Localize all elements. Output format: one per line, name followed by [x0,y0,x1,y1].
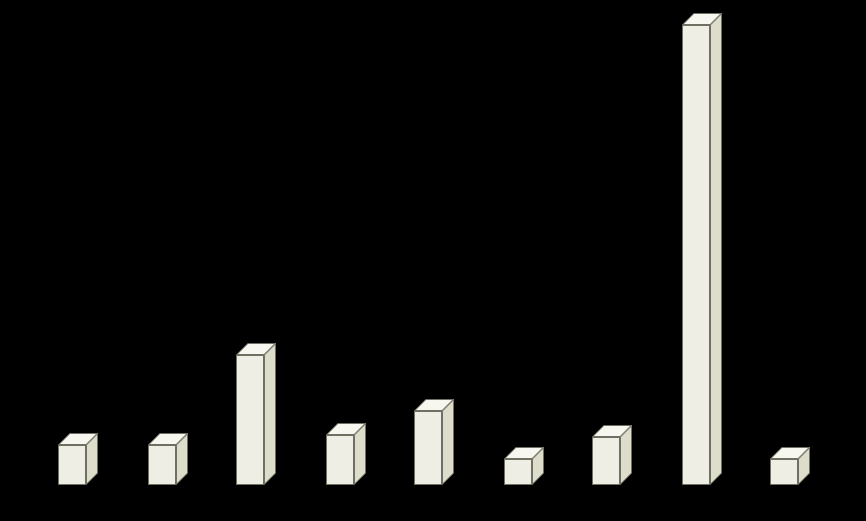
bar-front [58,445,86,485]
bar-side [442,399,454,485]
bar-7 [592,437,620,485]
bar-9 [770,459,798,485]
bar-front [414,411,442,485]
bar-side [264,343,276,485]
bar-front [592,437,620,485]
bar-front [682,25,710,485]
bar-2 [148,445,176,485]
bar-6 [504,459,532,485]
bar-8 [682,25,710,485]
bar-side [710,13,722,485]
bar-front [770,459,798,485]
bar-front [504,459,532,485]
bar-4 [326,435,354,485]
bar-front [148,445,176,485]
bar-front [236,355,264,485]
bar-5 [414,411,442,485]
bar-3 [236,355,264,485]
bar-chart [0,0,866,521]
bar-1 [58,445,86,485]
bar-front [326,435,354,485]
